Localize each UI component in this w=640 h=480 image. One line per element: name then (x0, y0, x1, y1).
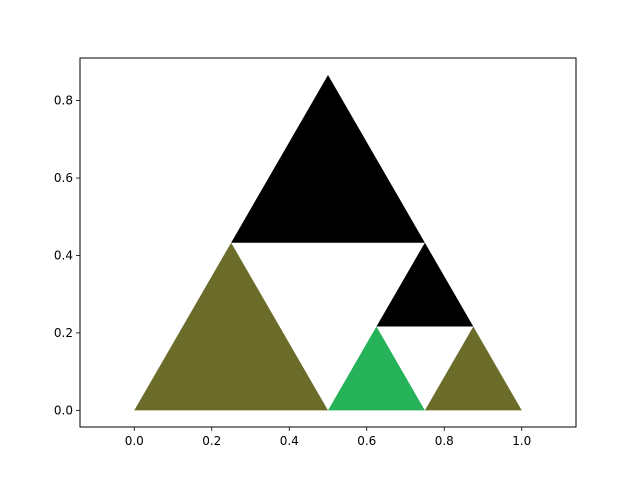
triangle-0 (231, 75, 425, 243)
y-tick-label: 0.8 (54, 94, 73, 108)
y-tick-label: 0.4 (54, 248, 73, 262)
chart-marks (134, 75, 522, 411)
x-tick-label: 0.8 (435, 434, 454, 448)
x-tick-label: 0.2 (202, 434, 221, 448)
triangle-4 (424, 326, 522, 411)
y-tick-label: 0.6 (54, 171, 73, 185)
triangle-2 (376, 242, 474, 327)
x-tick-label: 0.0 (125, 434, 144, 448)
plot-frame (79, 57, 577, 428)
x-tick-label: 0.6 (357, 434, 376, 448)
x-tick-label: 1.0 (512, 434, 531, 448)
y-tick-label: 0.0 (54, 403, 73, 417)
y-tick-label: 0.2 (54, 326, 73, 340)
x-tick-label: 0.4 (280, 434, 299, 448)
triangle-3 (328, 326, 425, 411)
triangle-1 (134, 242, 328, 411)
y-axis: 0.0 0.2 0.4 0.6 0.8 (54, 94, 80, 417)
x-axis: 0.0 0.2 0.4 0.6 0.8 1.0 (125, 427, 531, 448)
